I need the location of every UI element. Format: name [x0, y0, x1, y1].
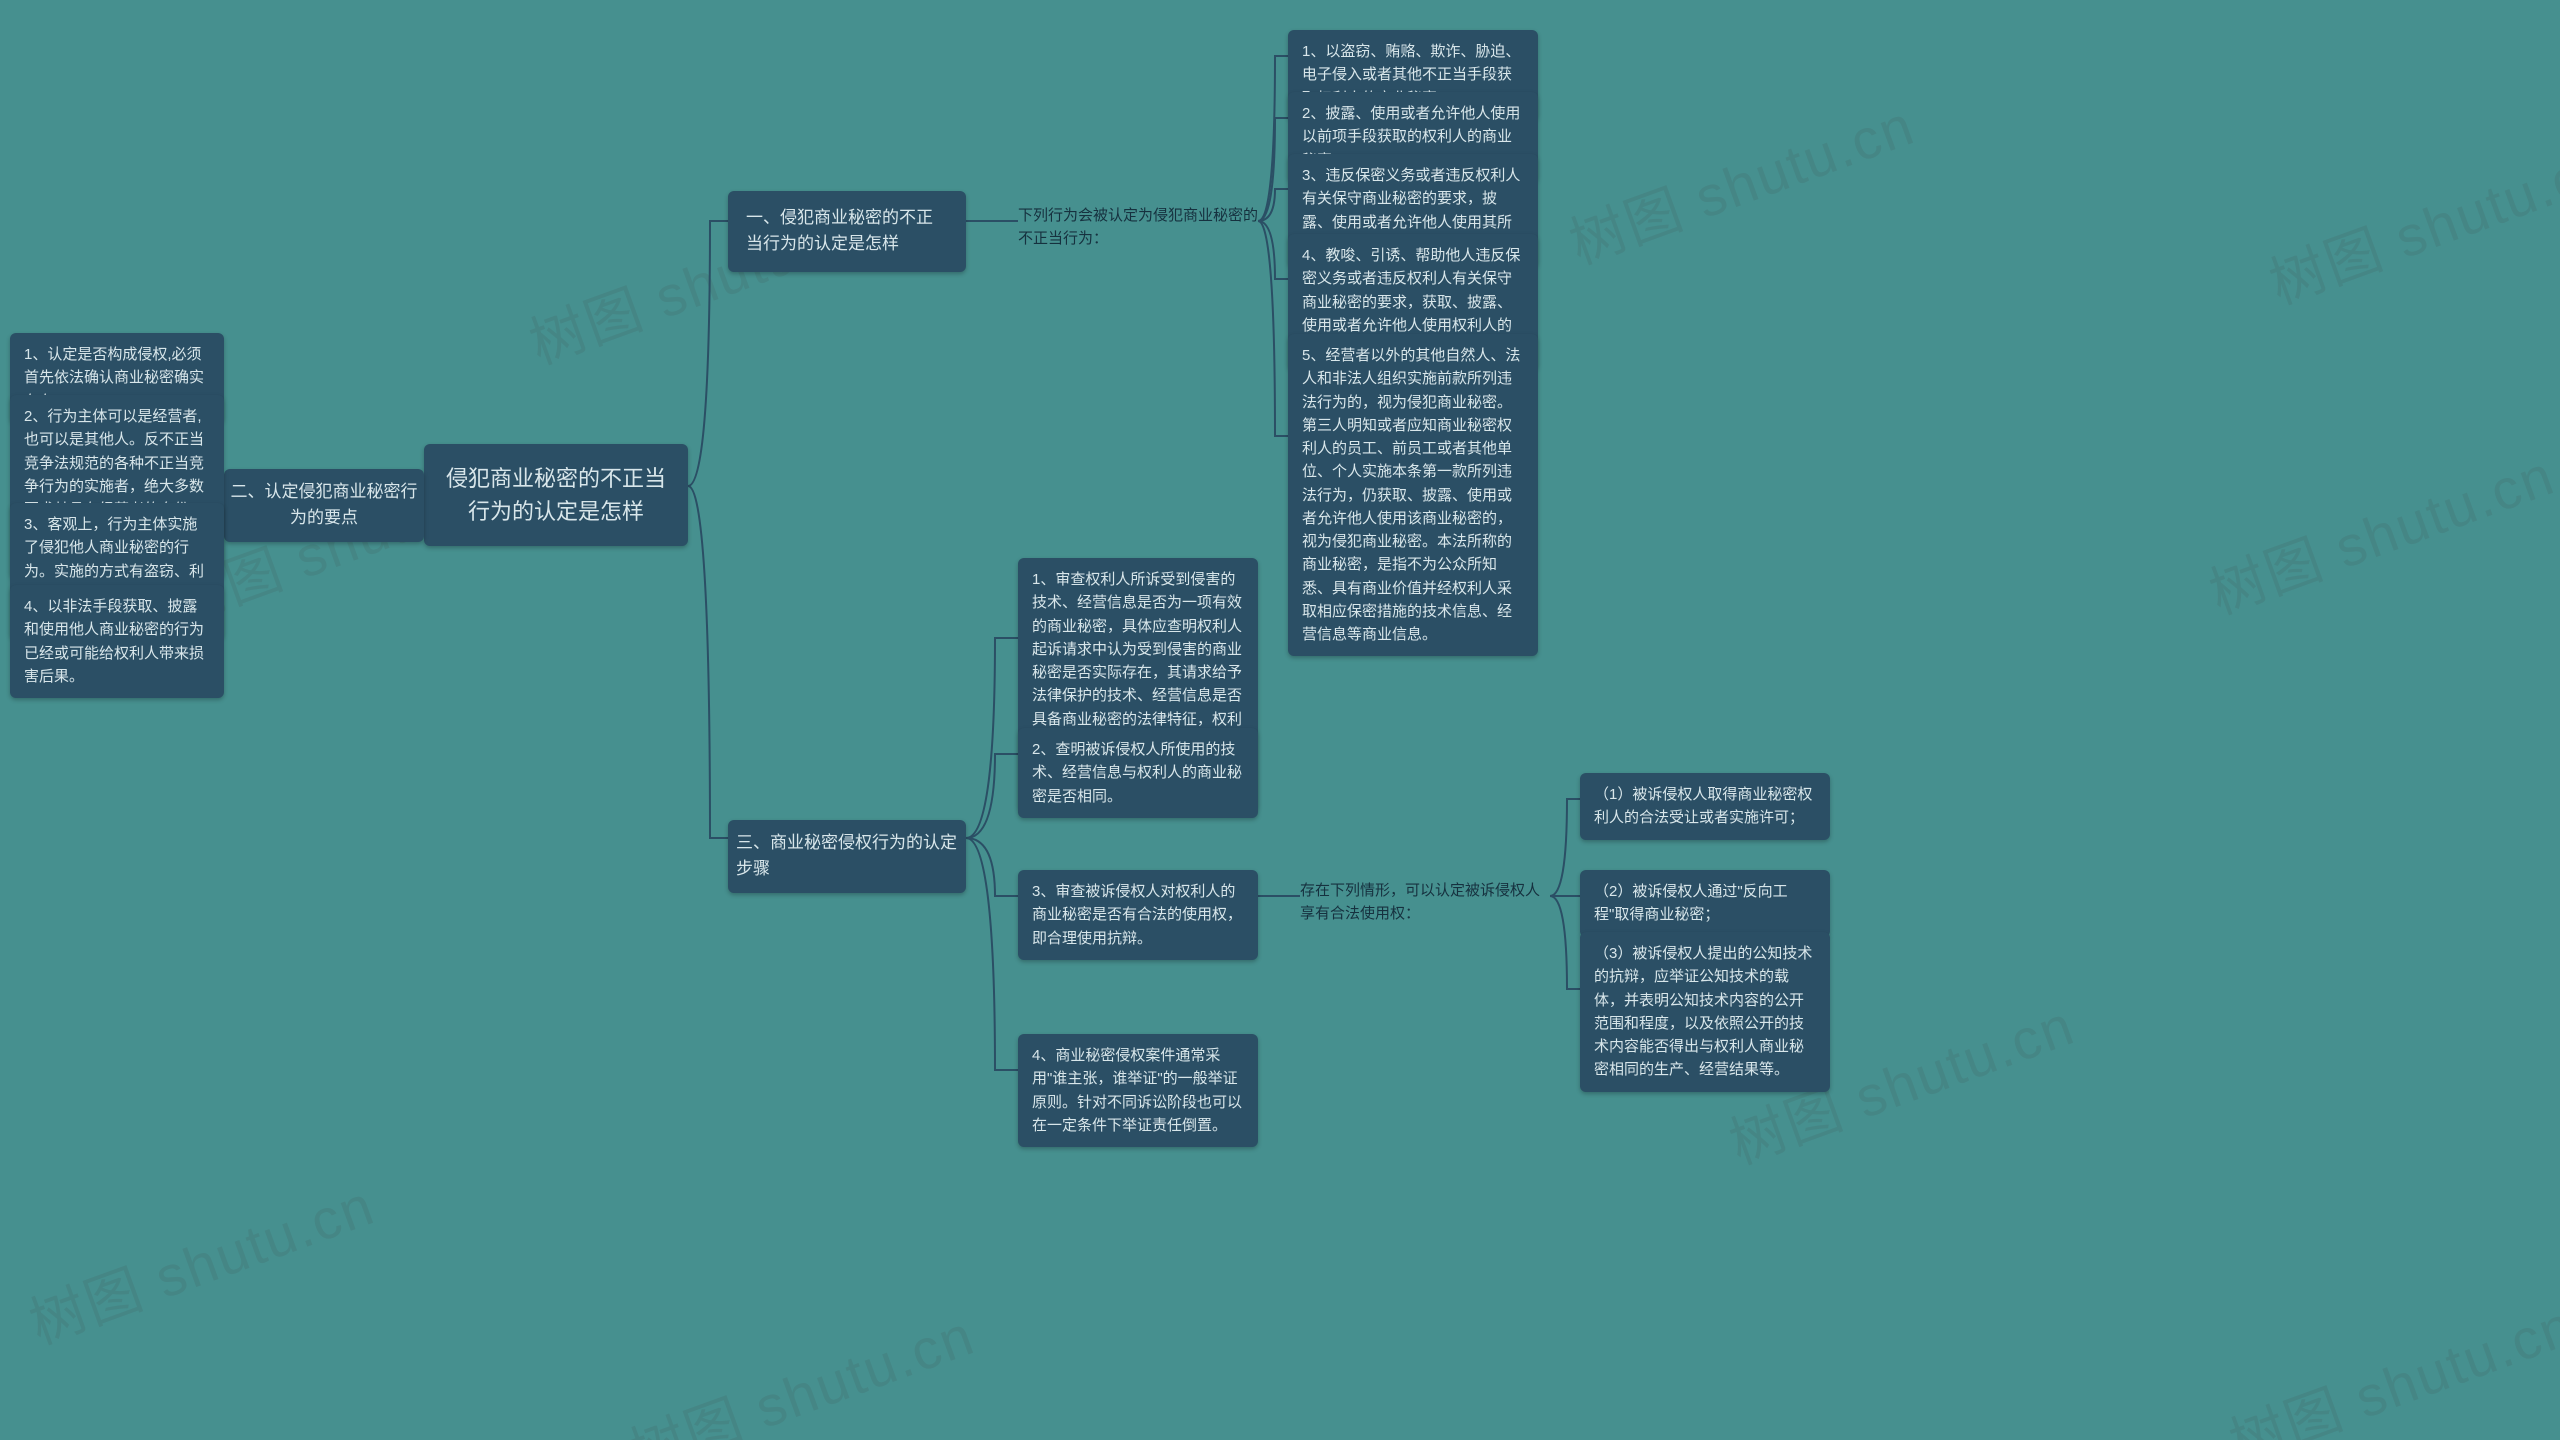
leaf-r2-3-2[interactable]: （2）被诉侵权人通过"反向工程"取得商业秘密； [1580, 870, 1830, 937]
branch-r2[interactable]: 三、商业秘密侵权行为的认定步骤 [728, 820, 966, 893]
leaf-r2-3-1[interactable]: （1）被诉侵权人取得商业秘密权利人的合法受让或者实施许可； [1580, 773, 1830, 840]
branch-left[interactable]: 二、认定侵犯商业秘密行为的要点 [224, 469, 424, 542]
branch-r1[interactable]: 一、侵犯商业秘密的不正当行为的认定是怎样 [728, 191, 966, 272]
leaf-r2-4[interactable]: 4、商业秘密侵权案件通常采用"谁主张，谁举证"的一般举证原则。针对不同诉讼阶段也… [1018, 1034, 1258, 1147]
root-node[interactable]: 侵犯商业秘密的不正当行为的认定是怎样 [424, 444, 688, 546]
watermark: 树图 shutu.cn [2197, 431, 2560, 631]
leaf-l-4[interactable]: 4、以非法手段获取、披露和使用他人商业秘密的行为已经或可能给权利人带来损害后果。 [10, 585, 224, 698]
watermark: 树图 shutu.cn [1557, 81, 1924, 281]
connector-layer [0, 0, 2560, 1440]
watermark: 树图 shutu.cn [2217, 1281, 2560, 1440]
leaf-r2-3[interactable]: 3、审查被诉侵权人对权利人的商业秘密是否有合法的使用权，即合理使用抗辩。 [1018, 870, 1258, 960]
watermark: 树图 shutu.cn [17, 1161, 384, 1361]
watermark: 树图 shutu.cn [2257, 121, 2560, 321]
inline-label-r1: 下列行为会被认定为侵犯商业秘密的不正当行为： [1018, 205, 1258, 250]
leaf-r2-3-3[interactable]: （3）被诉侵权人提出的公知技术的抗辩，应举证公知技术的载体，并表明公知技术内容的… [1580, 932, 1830, 1092]
leaf-r1-5[interactable]: 5、经营者以外的其他自然人、法人和非法人组织实施前款所列违法行为的，视为侵犯商业… [1288, 334, 1538, 656]
watermark: 树图 shutu.cn [617, 1291, 984, 1440]
leaf-r2-2[interactable]: 2、查明被诉侵权人所使用的技术、经营信息与权利人的商业秘密是否相同。 [1018, 728, 1258, 818]
inline-label-r2: 存在下列情形，可以认定被诉侵权人享有合法使用权： [1300, 880, 1550, 925]
